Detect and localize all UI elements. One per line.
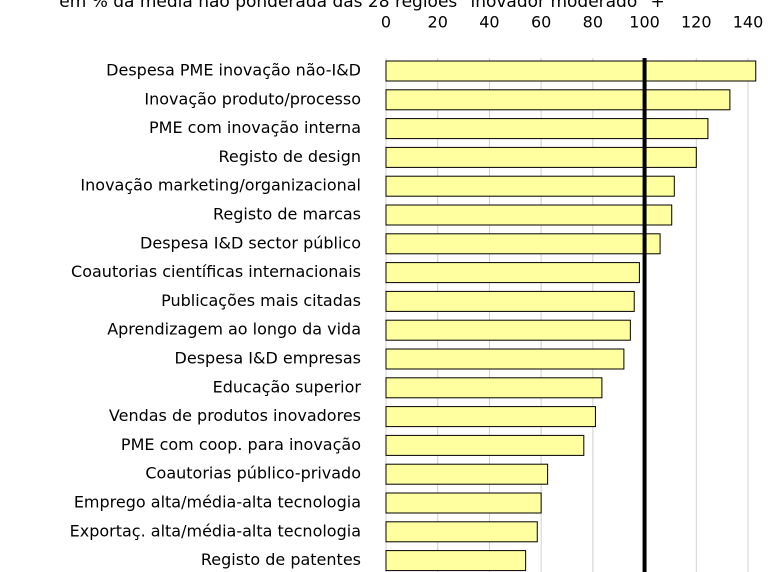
y-tick-label: Aprendizagem ao longo da vida xyxy=(107,320,361,339)
y-tick-label: Emprego alta/média-alta tecnologia xyxy=(74,493,361,512)
bar xyxy=(385,492,542,514)
bar xyxy=(385,521,538,543)
bar xyxy=(385,146,697,168)
bar xyxy=(385,348,625,370)
bar xyxy=(385,377,603,399)
y-tick-label: Coautorias público-privado xyxy=(145,464,361,483)
x-tick-label: 20 xyxy=(428,13,448,32)
x-tick-label: 40 xyxy=(479,13,499,32)
y-tick-label: Despesa I&D sector público xyxy=(140,233,361,252)
bar xyxy=(385,89,731,111)
x-tick-label: 60 xyxy=(531,13,551,32)
bar xyxy=(385,233,661,255)
x-tick-label: 140 xyxy=(733,13,764,32)
y-tick-label: Inovação marketing/organizacional xyxy=(80,176,361,195)
bar xyxy=(385,463,549,485)
y-tick-label: Vendas de produtos inovadores xyxy=(109,406,361,425)
x-tick-label: 0 xyxy=(381,13,391,32)
y-tick-label: Despesa I&D empresas xyxy=(175,349,361,368)
bar xyxy=(385,118,709,140)
bar xyxy=(385,262,640,284)
bar xyxy=(385,550,527,572)
bar xyxy=(385,319,631,341)
bar xyxy=(385,204,673,226)
bar xyxy=(385,406,596,428)
y-tick-label: Registo de design xyxy=(219,147,362,166)
chart-title: em % da média não ponderada das 28 regiõ… xyxy=(59,0,664,12)
y-tick-label: Coautorias científicas internacionais xyxy=(71,262,361,281)
x-tick-label: 120 xyxy=(681,13,712,32)
y-tick-label: Publicações mais citadas xyxy=(161,291,361,310)
y-tick-label: Inovação produto/processo xyxy=(144,89,361,108)
y-tick-label: Registo de marcas xyxy=(213,205,361,224)
bar xyxy=(385,290,635,312)
bar xyxy=(385,60,757,82)
x-tick-label: 80 xyxy=(583,13,603,32)
x-tick-label: 100 xyxy=(629,13,660,32)
y-tick-label: Registo de patentes xyxy=(201,550,361,569)
y-tick-label: Educação superior xyxy=(213,377,362,396)
y-tick-label: PME com inovação interna xyxy=(149,118,361,137)
bar xyxy=(385,434,585,456)
bar xyxy=(385,175,675,197)
y-tick-label: PME com coop. para inovação xyxy=(121,435,361,454)
y-tick-label: Exportaç. alta/média-alta tecnologia xyxy=(70,521,361,540)
y-tick-label: Despesa PME inovação não-I&D xyxy=(106,61,361,80)
